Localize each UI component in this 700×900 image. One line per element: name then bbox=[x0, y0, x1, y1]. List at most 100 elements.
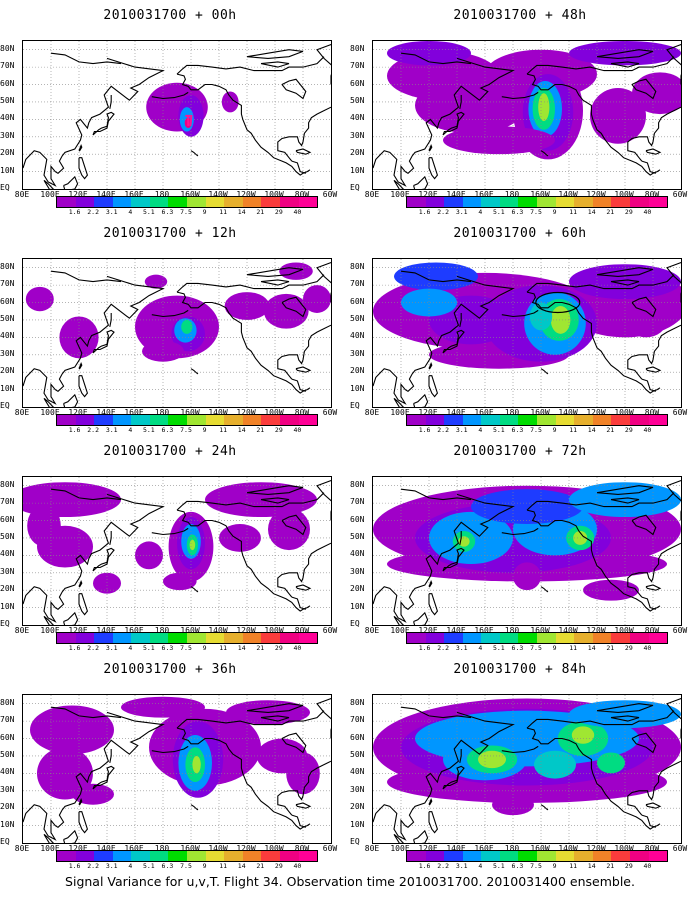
colorbar-swatch bbox=[444, 415, 463, 425]
variance-shading bbox=[268, 508, 310, 551]
colorbar-swatch bbox=[112, 197, 132, 207]
latitude-label: 60N bbox=[0, 78, 15, 88]
latitude-label: EQ bbox=[0, 619, 10, 628]
coastline bbox=[176, 274, 325, 293]
latitude-label: EQ bbox=[0, 401, 10, 410]
colorbar bbox=[406, 196, 668, 208]
coastline bbox=[413, 611, 429, 625]
colorbar-swatch bbox=[518, 633, 538, 643]
coastline bbox=[459, 95, 462, 110]
colorbar-swatch bbox=[611, 851, 630, 861]
coastline bbox=[151, 745, 189, 754]
coastline bbox=[176, 509, 311, 612]
coastline bbox=[109, 749, 112, 764]
coastline bbox=[631, 78, 657, 100]
colorbar-swatch bbox=[425, 197, 445, 207]
coastline bbox=[281, 78, 307, 100]
panel-title: 2010031700 + 72h bbox=[453, 444, 587, 459]
coastline bbox=[526, 509, 661, 612]
colorbar-swatch bbox=[261, 851, 280, 861]
longitude-label: 80W bbox=[294, 626, 310, 635]
colorbar-swatch bbox=[629, 851, 649, 861]
colorbar-swatch bbox=[57, 415, 76, 425]
longitude-label: 160W bbox=[530, 190, 550, 199]
coastline bbox=[526, 727, 661, 830]
latitude-label: 80N bbox=[0, 43, 15, 53]
forecast-panel: 2010031700 + 12h 80N 70N 60N 50N 40N 30N 20N 10N… bbox=[0, 218, 340, 434]
longitude-label: 100E bbox=[390, 844, 410, 853]
colorbar-level-label: 11 bbox=[569, 208, 578, 216]
coastline bbox=[428, 375, 439, 398]
latitude-label: 10N bbox=[350, 819, 365, 829]
latitude-label: 10N bbox=[0, 165, 15, 175]
longitude-label: 140E bbox=[446, 626, 466, 635]
colorbar-level-label: 5.1 bbox=[142, 862, 155, 870]
colorbar-swatch bbox=[205, 633, 225, 643]
colorbar-swatch bbox=[518, 415, 538, 425]
latitude-label: 60N bbox=[0, 732, 15, 742]
coastline bbox=[92, 111, 115, 136]
colorbar-labels: 1.6 2.2 3.1 4 5.1 6.3 7.5 9 11 14 21 29 40 bbox=[406, 862, 666, 870]
colorbar-level-label: 6.3 bbox=[511, 862, 524, 870]
colorbar-level-label: 3.1 bbox=[105, 644, 118, 652]
colorbar-swatch bbox=[537, 415, 556, 425]
longitude-label: 80W bbox=[644, 190, 660, 199]
colorbar-level-label: 40 bbox=[293, 644, 302, 652]
colorbar-level-label: 7.5 bbox=[180, 208, 192, 216]
colorbar-level-label: 11 bbox=[569, 426, 578, 434]
longitude-label: 80W bbox=[644, 408, 660, 417]
variance-shading bbox=[181, 319, 193, 334]
colorbar-labels: 1.6 2.2 3.1 4 5.1 6.3 7.5 9 11 14 21 29 40 bbox=[56, 644, 316, 652]
longitude-label: 160E bbox=[124, 844, 144, 853]
longitude-label: 60W bbox=[672, 190, 688, 199]
coastline bbox=[645, 802, 662, 809]
colorbar-labels: 1.6 2.2 3.1 4 5.1 6.3 7.5 9 11 14 21 29 40 bbox=[56, 862, 316, 870]
variance-shading bbox=[632, 72, 681, 115]
longitude-label: 100W bbox=[614, 408, 634, 417]
coastline bbox=[540, 150, 549, 157]
coastline bbox=[413, 829, 429, 843]
longitude-label: 80E bbox=[364, 408, 380, 417]
colorbar-swatch bbox=[57, 633, 76, 643]
colorbar-swatch bbox=[574, 851, 593, 861]
coastline bbox=[151, 309, 189, 318]
coastline bbox=[610, 279, 640, 286]
colorbar-level-label: 1.6 bbox=[418, 426, 431, 434]
longitude-label: 100E bbox=[40, 190, 60, 199]
latitude-label: EQ bbox=[350, 401, 360, 410]
coastline bbox=[291, 814, 306, 828]
colorbar-swatch bbox=[499, 415, 519, 425]
colorbar-level-label: 5.1 bbox=[142, 208, 155, 216]
coastline bbox=[501, 527, 539, 536]
flight-track-marker bbox=[185, 114, 193, 126]
latitude-label: 20N bbox=[0, 366, 15, 376]
coastline bbox=[526, 492, 675, 511]
coastline bbox=[459, 749, 462, 764]
colorbar-swatch bbox=[224, 633, 243, 643]
variance-shading bbox=[72, 783, 114, 805]
colorbar-level-label: 40 bbox=[643, 426, 652, 434]
variance-shading bbox=[597, 752, 625, 774]
colorbar-swatch bbox=[537, 851, 556, 861]
colorbar-level-label: 11 bbox=[569, 644, 578, 652]
colorbar-swatch bbox=[279, 851, 299, 861]
coastline bbox=[43, 397, 54, 407]
longitude-label: 80W bbox=[644, 844, 660, 853]
coastline bbox=[92, 765, 115, 790]
colorbar-level-label: 11 bbox=[219, 208, 228, 216]
longitude-label: 60W bbox=[672, 408, 688, 417]
longitude-label: 120W bbox=[586, 626, 606, 635]
colorbar-level-label: 3.1 bbox=[455, 644, 468, 652]
colorbar-swatch bbox=[131, 851, 150, 861]
longitude-label: 100W bbox=[264, 844, 284, 853]
colorbar-swatch bbox=[592, 851, 612, 861]
longitude-label: 120W bbox=[586, 844, 606, 853]
coastline bbox=[260, 279, 290, 286]
colorbar-level-label: 6.3 bbox=[511, 208, 524, 216]
colorbar-swatch bbox=[131, 633, 150, 643]
longitude-label: 140W bbox=[208, 844, 228, 853]
panel-title: 2010031700 + 12h bbox=[103, 226, 237, 241]
latitude-label: 30N bbox=[0, 130, 15, 140]
coastline bbox=[190, 804, 199, 811]
longitude-label: 80E bbox=[14, 844, 30, 853]
